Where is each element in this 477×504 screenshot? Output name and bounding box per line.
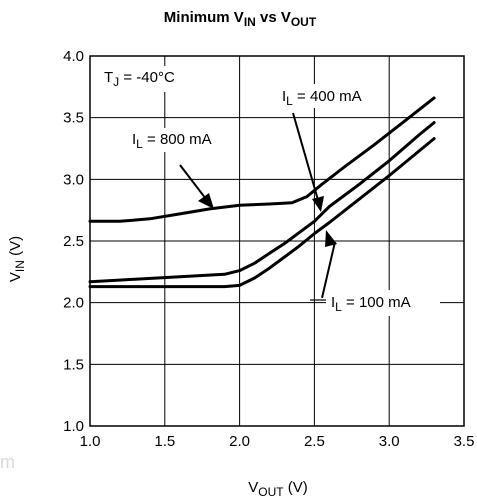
series-line-100ma [88,137,436,289]
grid [89,55,465,427]
label-100ma: IL = 100 mA [331,294,411,314]
y-tick-label: 2.5 [63,233,84,250]
tj-annotation: TJ = -40°C [104,69,175,89]
x-tick-label: 1.0 [80,433,101,450]
y-tick-label: 1.0 [63,418,84,435]
x-tick-label: 3.0 [379,433,400,450]
x-tick-label: 3.5 [454,433,475,450]
x-tick-label: 2.0 [229,433,250,450]
series-lines [88,96,436,289]
tick-labels: 1.0 1.5 2.0 2.5 3.0 3.5 1.0 1.5 2.0 2.5 3.0 3.5 4.0 [63,48,474,450]
series-line-400ma [88,121,436,284]
y-tick-label: 3.0 [63,171,84,188]
plot-frame [89,55,465,427]
arrow-400ma [292,112,324,212]
x-axis-label: VOUT (V) [248,479,308,499]
arrow-100ma [321,230,337,299]
label-800ma: IL = 800 mA [132,131,212,151]
chart-title: Minimum VIN vs VOUT [164,9,317,29]
series-line-800ma [88,96,436,223]
arrow-800ma [179,164,214,209]
x-tick-label: 1.5 [154,433,175,450]
label-400ma: IL = 400 mA [282,88,362,108]
y-axis-label: VIN (V) [7,236,27,282]
y-tick-label: 3.5 [63,110,84,127]
plot-border [89,55,465,427]
x-tick-label: 2.5 [304,433,325,450]
watermark: m [0,452,15,472]
y-tick-label: 1.5 [63,356,84,373]
y-tick-label: 2.0 [63,295,84,312]
y-tick-label: 4.0 [63,48,84,65]
